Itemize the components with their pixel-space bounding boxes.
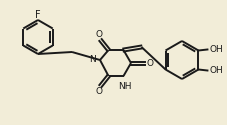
Text: O: O (96, 88, 103, 96)
Text: O: O (96, 30, 103, 38)
Text: O: O (146, 58, 153, 68)
Text: OH: OH (210, 66, 223, 75)
Text: F: F (35, 10, 41, 20)
Text: OH: OH (210, 45, 223, 54)
Text: NH: NH (118, 82, 131, 91)
Text: N: N (89, 56, 96, 64)
